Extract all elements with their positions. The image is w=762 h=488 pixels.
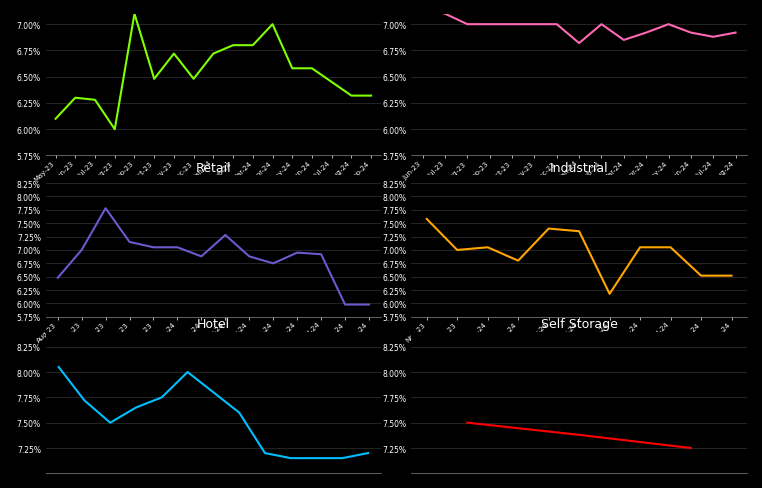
Title: Industrial: Industrial	[550, 162, 608, 175]
Title: Retail: Retail	[196, 162, 231, 175]
Title: Self Storage: Self Storage	[541, 318, 617, 331]
Title: Hotel: Hotel	[197, 318, 230, 331]
